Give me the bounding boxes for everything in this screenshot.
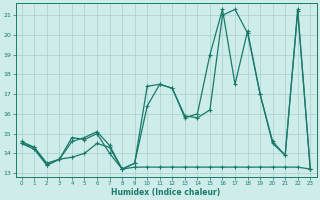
X-axis label: Humidex (Indice chaleur): Humidex (Indice chaleur)	[111, 188, 221, 197]
